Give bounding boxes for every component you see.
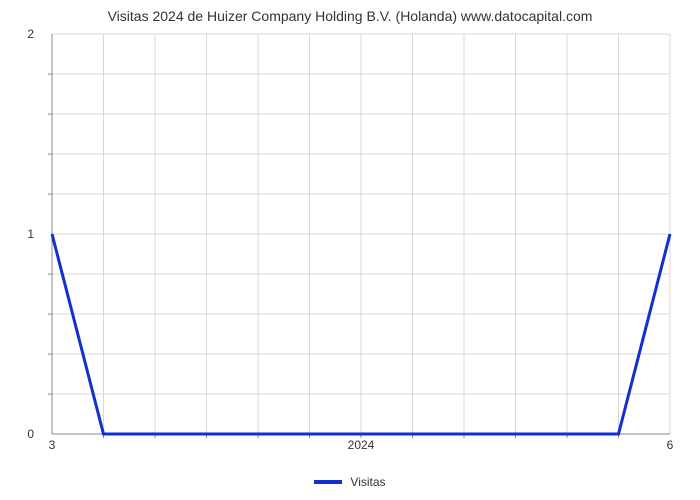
y-axis-labels: 012	[0, 34, 40, 434]
chart-title: Visitas 2024 de Huizer Company Holding B…	[0, 8, 700, 24]
x-tick-label: 3	[49, 438, 56, 452]
x-axis-labels: 362024	[52, 438, 670, 454]
chart-plot-area	[52, 34, 670, 434]
y-tick-label: 2	[27, 27, 34, 41]
x-tick-label: 6	[667, 438, 674, 452]
y-tick-label: 0	[27, 427, 34, 441]
legend-label: Visitas	[350, 475, 385, 489]
legend-swatch	[314, 480, 342, 484]
y-tick-label: 1	[27, 227, 34, 241]
x-center-label: 2024	[348, 438, 375, 452]
chart-container: Visitas 2024 de Huizer Company Holding B…	[0, 0, 700, 500]
chart-legend: Visitas	[0, 472, 700, 492]
